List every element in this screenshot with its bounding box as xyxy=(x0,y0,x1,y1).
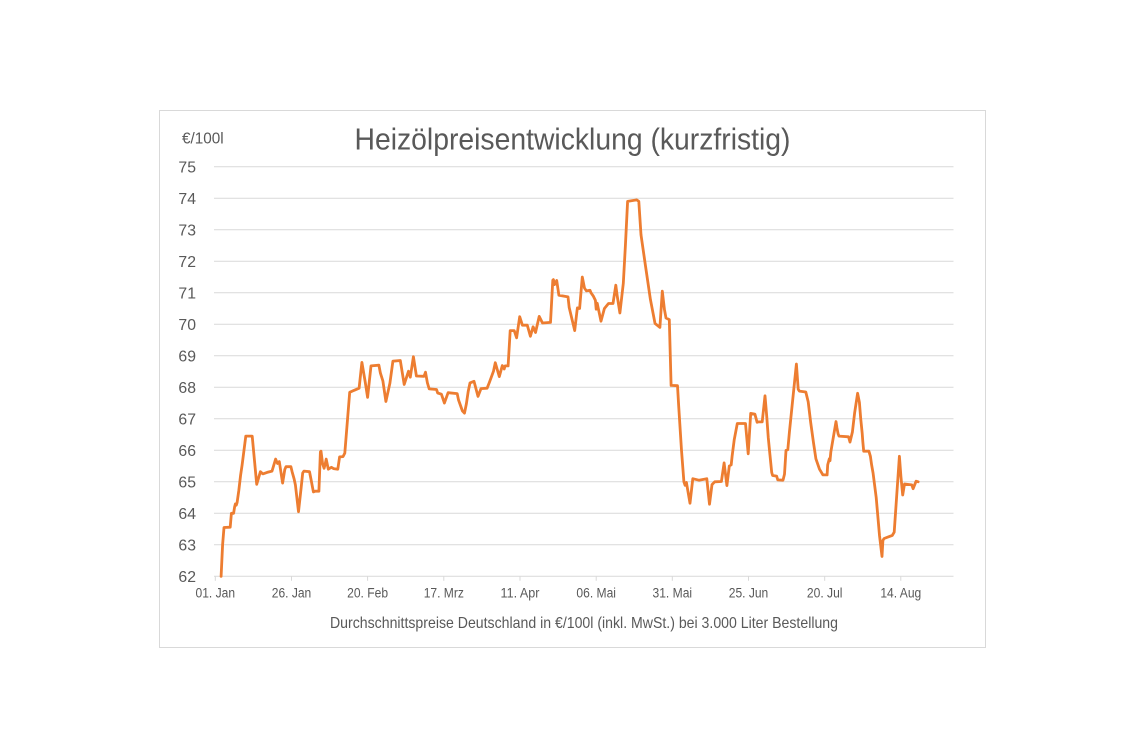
svg-text:70: 70 xyxy=(178,317,196,334)
svg-text:68: 68 xyxy=(178,380,196,397)
svg-text:20. Jul: 20. Jul xyxy=(807,586,843,601)
svg-text:14. Aug: 14. Aug xyxy=(880,586,921,601)
svg-text:11. Apr: 11. Apr xyxy=(501,586,540,601)
svg-text:26. Jan: 26. Jan xyxy=(272,586,312,601)
svg-text:74: 74 xyxy=(178,191,196,208)
svg-text:62: 62 xyxy=(178,569,196,586)
svg-text:69: 69 xyxy=(178,348,196,365)
svg-text:€/100l: €/100l xyxy=(182,131,224,148)
svg-text:01. Jan: 01. Jan xyxy=(196,586,236,601)
svg-text:25. Jun: 25. Jun xyxy=(729,586,769,601)
svg-text:06. Mai: 06. Mai xyxy=(576,586,616,601)
svg-text:71: 71 xyxy=(178,285,196,302)
svg-text:20. Feb: 20. Feb xyxy=(347,586,388,601)
svg-text:65: 65 xyxy=(178,474,196,491)
svg-text:64: 64 xyxy=(178,506,196,523)
svg-text:31. Mai: 31. Mai xyxy=(653,586,693,601)
svg-text:17. Mrz: 17. Mrz xyxy=(424,586,464,601)
svg-text:63: 63 xyxy=(178,537,196,554)
svg-text:67: 67 xyxy=(178,411,196,428)
svg-text:72: 72 xyxy=(178,254,196,271)
svg-text:73: 73 xyxy=(178,222,196,239)
svg-text:66: 66 xyxy=(178,443,196,460)
svg-text:75: 75 xyxy=(178,159,196,176)
svg-text:Heizölpreisentwicklung (kurzfr: Heizölpreisentwicklung (kurzfristig) xyxy=(355,122,791,156)
svg-text:Durchschnittspreise Deutschlan: Durchschnittspreise Deutschland in €/100… xyxy=(330,615,838,632)
